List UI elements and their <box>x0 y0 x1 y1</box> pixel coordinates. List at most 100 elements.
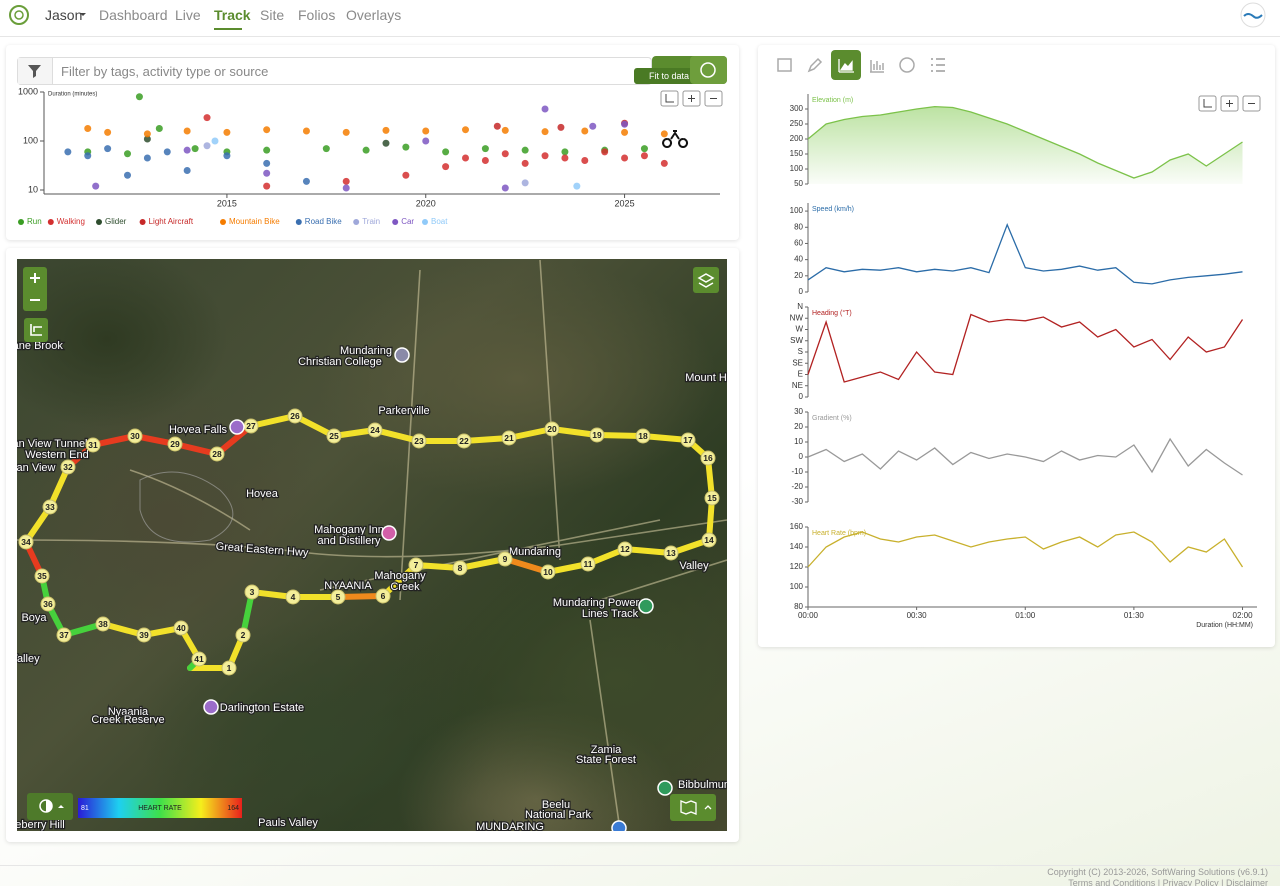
activity-point <box>660 159 668 167</box>
route-marker-label: 38 <box>98 619 108 629</box>
place-label: an View Tunnel <box>12 438 87 450</box>
y-tick-label: NW <box>790 313 804 322</box>
route-marker-label: 36 <box>43 599 53 609</box>
activity-point <box>263 182 271 190</box>
tool-glyphs <box>665 94 717 103</box>
route-segment <box>549 426 600 438</box>
activity-point <box>382 126 390 134</box>
activity-point <box>302 127 310 135</box>
route-marker-label: 39 <box>139 630 149 640</box>
activity-point <box>191 145 199 153</box>
activity-point <box>302 177 310 185</box>
map[interactable] <box>17 259 727 831</box>
activity-point <box>621 128 629 136</box>
history-btn[interactable] <box>690 56 727 84</box>
footer-links[interactable]: Terms and Conditions | Privacy Policy | … <box>1068 878 1268 886</box>
route-marker-label: 30 <box>130 431 140 441</box>
place-label: and Distillery <box>318 535 381 547</box>
roads <box>17 259 727 831</box>
route-marker-label: 19 <box>592 430 602 440</box>
place-label: Mundaring <box>340 345 392 357</box>
tab-histogram[interactable] <box>870 60 884 73</box>
route-marker-label: 14 <box>704 535 714 545</box>
route-marker-label: 10 <box>543 567 553 577</box>
activity-point <box>263 159 271 167</box>
poi-icon <box>657 780 673 796</box>
nav-item[interactable]: Overlays <box>346 7 402 23</box>
nav-item[interactable]: Track <box>214 7 251 23</box>
activity-point <box>135 93 143 101</box>
activity-point <box>362 146 370 154</box>
series-line <box>807 437 1243 476</box>
legend-swatch <box>220 219 226 225</box>
crop-glyph <box>30 324 42 336</box>
route-marker <box>330 589 346 605</box>
route-segment <box>640 433 691 443</box>
route-marker <box>127 428 143 444</box>
activity-point <box>422 127 430 135</box>
tab-summary[interactable] <box>777 58 792 72</box>
activity-point <box>422 137 430 145</box>
tab-time[interactable] <box>899 57 915 73</box>
place-label: Mount H <box>685 372 727 384</box>
tab-edit[interactable] <box>807 57 823 73</box>
place-label: Beelu <box>542 799 570 811</box>
activity-point <box>183 167 191 175</box>
y-tick-label: 20 <box>794 271 803 280</box>
tab-list[interactable] <box>931 58 945 72</box>
y-tick-label: 0 <box>799 452 804 461</box>
y-tick-label: -30 <box>791 497 803 506</box>
place-label: eberry Hill <box>15 819 65 831</box>
legend-label: Road Bike <box>305 217 342 226</box>
place-label: Zamia <box>591 744 622 756</box>
tab-charts-icon <box>838 59 854 73</box>
route-marker-label: 6 <box>381 591 386 601</box>
crop-btn[interactable] <box>1198 95 1217 112</box>
route-marker-label: 23 <box>414 436 424 446</box>
route-marker-label: 27 <box>246 421 256 431</box>
activity-point <box>342 184 350 192</box>
y-tick-label: 120 <box>790 562 804 571</box>
route-marker <box>701 532 717 548</box>
route-marker-label: 41 <box>194 654 204 664</box>
y-tick-label: 50 <box>794 179 803 188</box>
route-marker <box>408 557 424 573</box>
x-tick-label: 2020 <box>416 198 436 208</box>
route-marker <box>167 436 183 452</box>
activity-point <box>322 145 330 153</box>
legend-title: HEART RATE <box>138 805 182 812</box>
activity-point <box>501 184 509 192</box>
y-tick-label: 1000 <box>18 86 38 96</box>
place-label: Mahogany <box>374 570 426 582</box>
route-segment <box>594 432 646 439</box>
activity-point <box>183 127 191 135</box>
nav-item[interactable]: Jason <box>45 7 83 23</box>
activity-point <box>541 152 549 160</box>
route-marker-label: 32 <box>63 462 73 472</box>
activity-point <box>640 145 648 153</box>
y-tick-label: 100 <box>790 582 804 591</box>
nav-item[interactable]: Live <box>175 7 201 23</box>
layers-control[interactable] <box>693 267 719 293</box>
chart-label: Gradient (%) <box>812 415 852 422</box>
y-tick-label: S <box>798 347 803 356</box>
nav-item[interactable]: Dashboard <box>99 7 168 23</box>
user-caret <box>80 13 86 16</box>
crop-btn[interactable] <box>660 90 679 107</box>
legend-label: Light Aircraft <box>149 217 194 226</box>
place-label: MUNDARING <box>476 821 544 833</box>
route-marker-label: 2 <box>241 630 246 640</box>
route-segment <box>248 413 298 429</box>
nav-item[interactable]: Site <box>260 7 285 23</box>
nav-item[interactable]: Folios <box>298 7 336 23</box>
filter-input[interactable]: Filter by tags, activity type or source <box>17 57 652 85</box>
activity-point <box>442 148 450 156</box>
legend-swatch <box>96 219 102 225</box>
logo[interactable] <box>9 5 29 25</box>
y-tick-label: W <box>795 325 803 334</box>
zoom-control[interactable] <box>23 267 47 311</box>
legend-min: 81 <box>81 805 89 812</box>
route-marker-label: 31 <box>88 440 98 450</box>
chart-label: Heart Rate (bpm) <box>812 530 866 537</box>
crop-control[interactable] <box>24 318 48 342</box>
